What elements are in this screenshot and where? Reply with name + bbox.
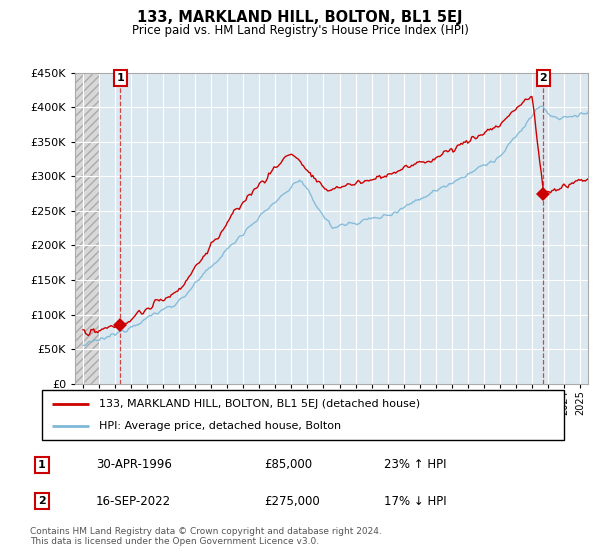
- Text: 2: 2: [539, 73, 547, 83]
- Bar: [75, 73, 99, 384]
- Text: Contains HM Land Registry data © Crown copyright and database right 2024.
This d: Contains HM Land Registry data © Crown c…: [30, 526, 382, 546]
- Text: 23% ↑ HPI: 23% ↑ HPI: [384, 458, 446, 472]
- Text: 133, MARKLAND HILL, BOLTON, BL1 5EJ (detached house): 133, MARKLAND HILL, BOLTON, BL1 5EJ (det…: [100, 399, 421, 409]
- Text: 2: 2: [38, 496, 46, 506]
- FancyBboxPatch shape: [42, 390, 564, 440]
- Text: 1: 1: [38, 460, 46, 470]
- Text: 133, MARKLAND HILL, BOLTON, BL1 5EJ: 133, MARKLAND HILL, BOLTON, BL1 5EJ: [137, 10, 463, 25]
- Text: £85,000: £85,000: [264, 458, 312, 472]
- Text: 1: 1: [116, 73, 124, 83]
- Text: HPI: Average price, detached house, Bolton: HPI: Average price, detached house, Bolt…: [100, 421, 341, 431]
- Text: Price paid vs. HM Land Registry's House Price Index (HPI): Price paid vs. HM Land Registry's House …: [131, 24, 469, 36]
- Text: 17% ↓ HPI: 17% ↓ HPI: [384, 494, 446, 508]
- Text: £275,000: £275,000: [264, 494, 320, 508]
- Text: 30-APR-1996: 30-APR-1996: [96, 458, 172, 472]
- Text: 16-SEP-2022: 16-SEP-2022: [96, 494, 171, 508]
